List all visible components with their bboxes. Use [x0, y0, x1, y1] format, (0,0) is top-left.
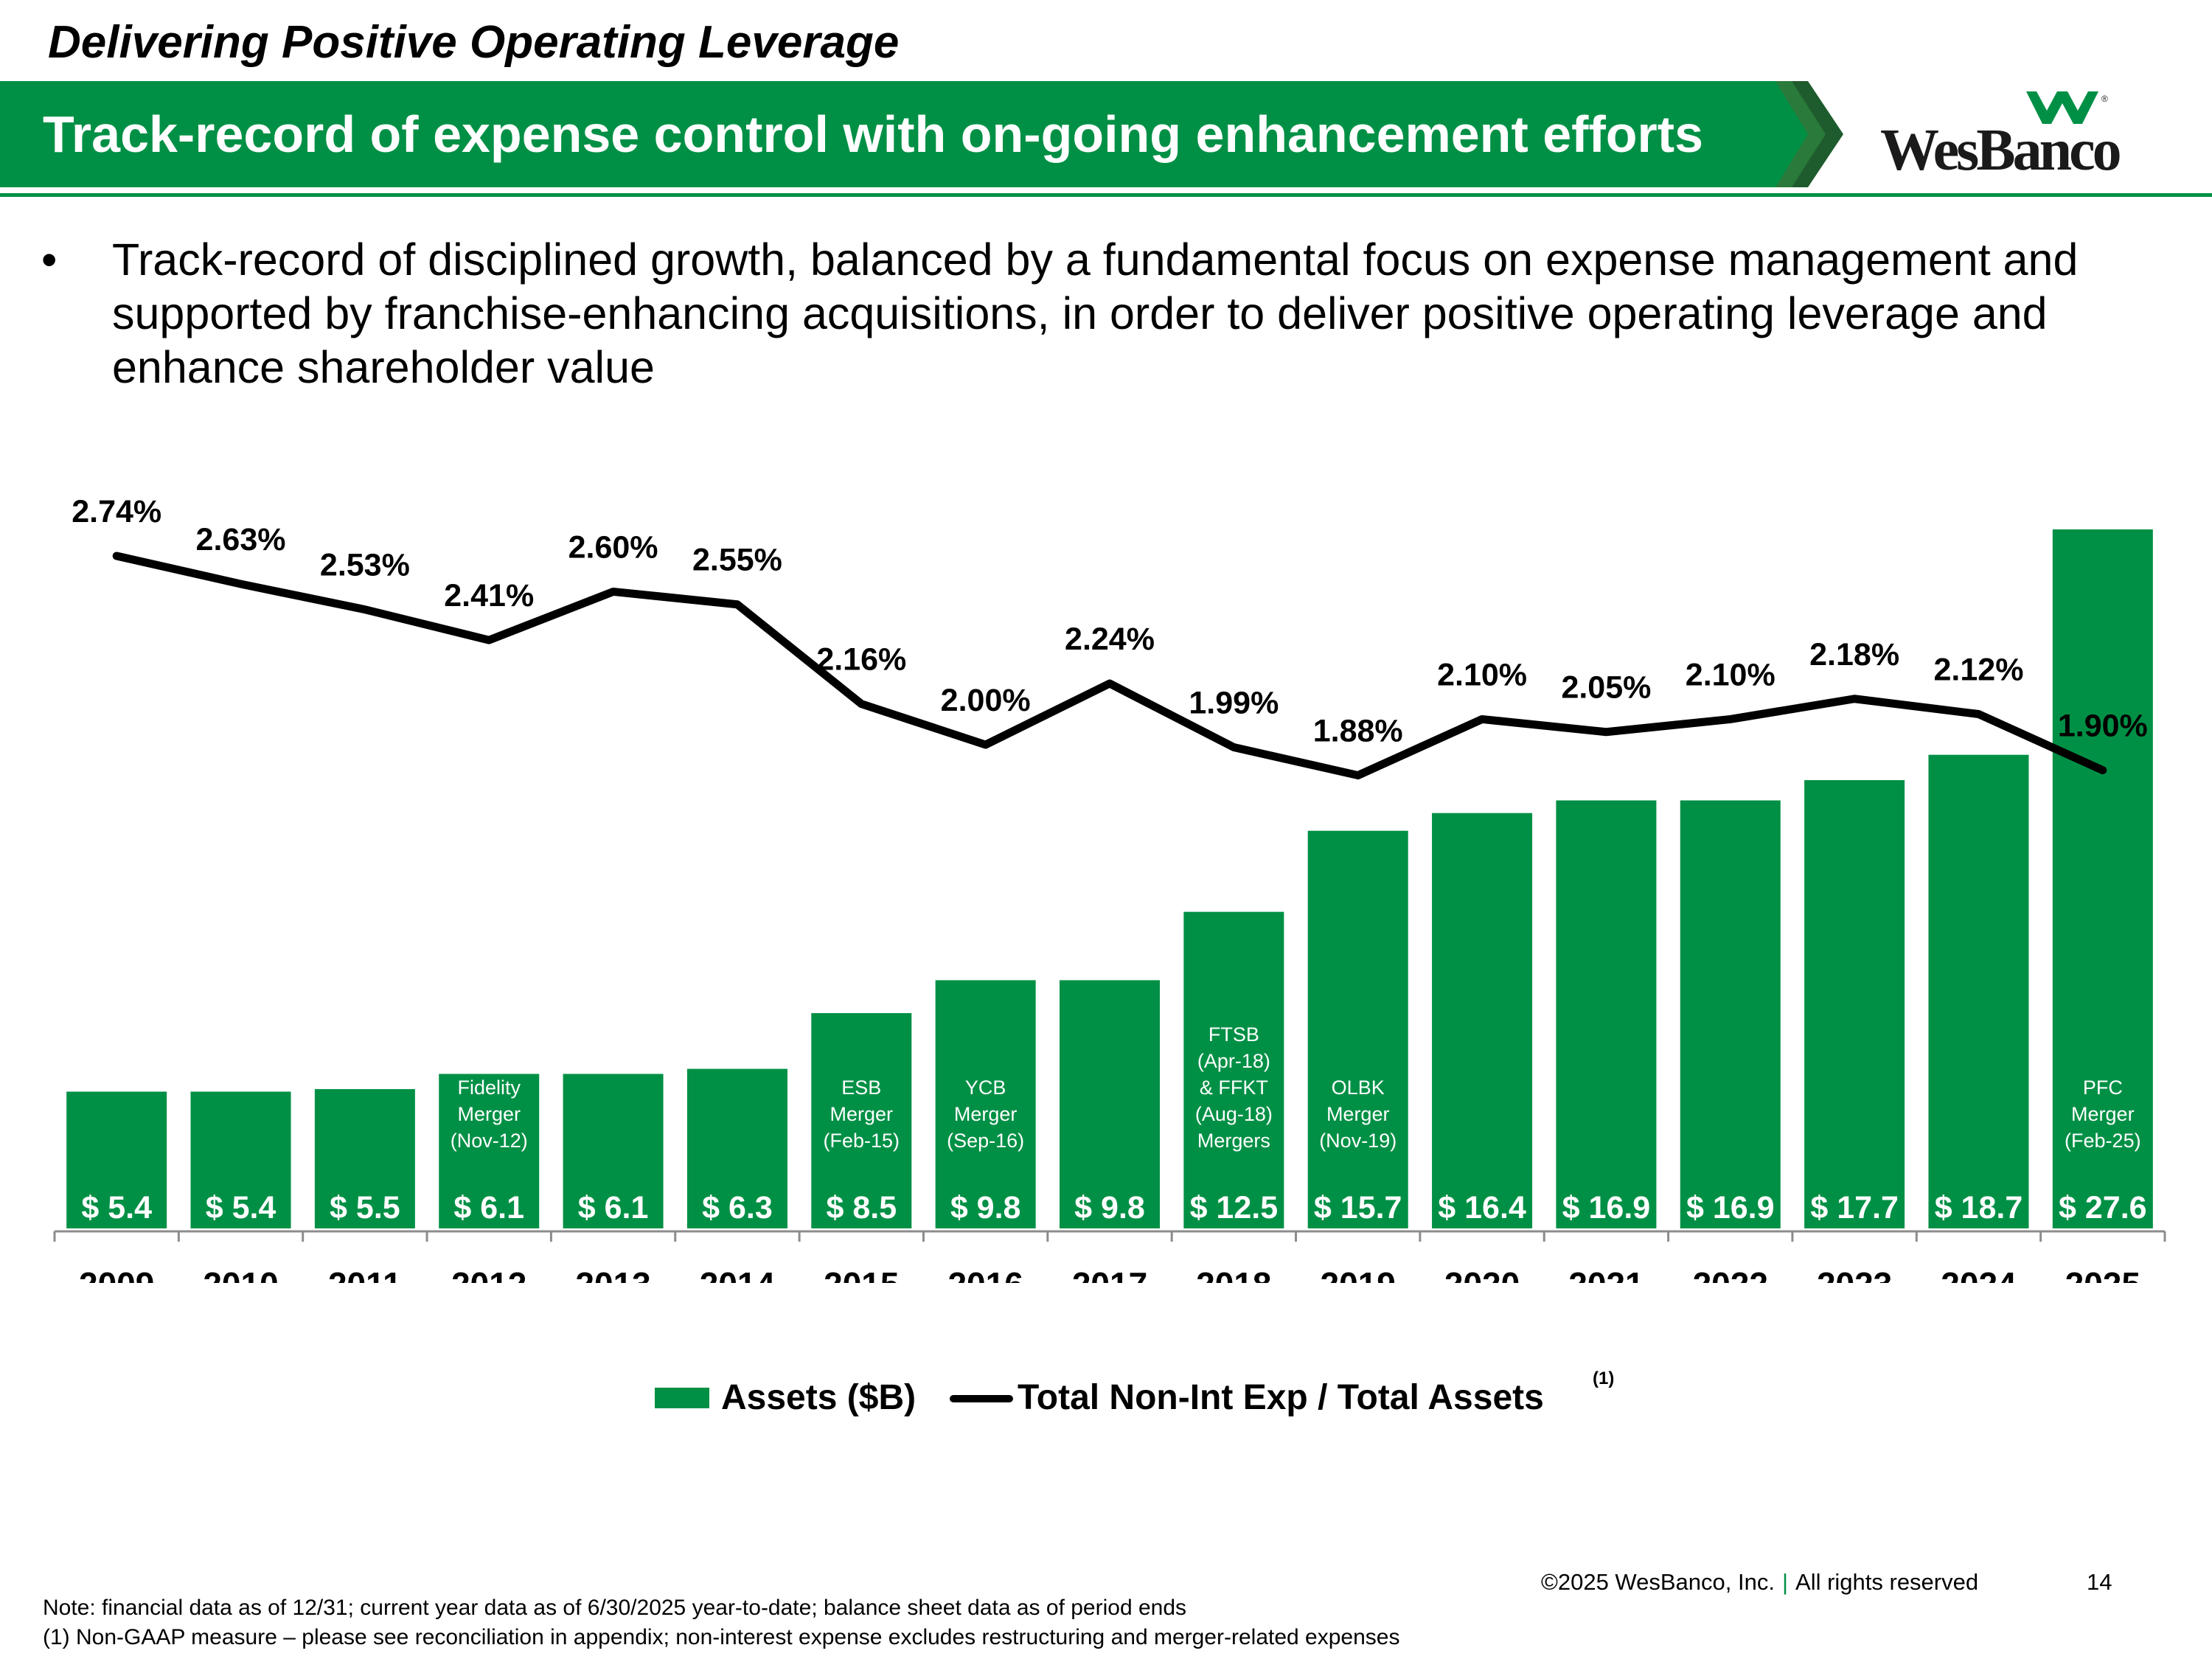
asset-value-label-2017: $ 9.8 — [1074, 1190, 1145, 1225]
x-tick-label-2024: 2024 — [1941, 1265, 2017, 1283]
x-tick-label-2017: 2017 — [1072, 1265, 1147, 1283]
ratio-value-label-2017: 2.24% — [1065, 622, 1155, 657]
header-divider — [0, 193, 2212, 197]
asset-bar-2025 — [2052, 529, 2153, 1228]
bullet-dot: • — [41, 234, 58, 285]
rights-text: All rights reserved — [1795, 1569, 1979, 1595]
x-tick-label-2023: 2023 — [1817, 1265, 1892, 1283]
ratio-value-label-2022: 2.10% — [1686, 657, 1775, 692]
x-tick-label-2019: 2019 — [1321, 1265, 1396, 1283]
merger-annotation-2018: FTSB (Apr-18) & FFKT (Aug-18) Mergers — [1195, 1023, 1273, 1152]
asset-value-label-2025: $ 27.6 — [2059, 1190, 2147, 1225]
asset-bar-2015 — [811, 1013, 912, 1228]
asset-bar-2014 — [686, 1068, 787, 1228]
x-tick-label-2012: 2012 — [451, 1265, 526, 1283]
chart-legend: Assets ($B) Total Non-Int Exp / Total As… — [0, 1368, 2212, 1420]
x-tick-label-2018: 2018 — [1196, 1265, 1271, 1283]
ratio-value-label-2020: 2.10% — [1437, 657, 1527, 692]
merger-annotation-2025: PFC Merger (Feb-25) — [2065, 1077, 2141, 1152]
footnote-non-gaap: (1) Non-GAAP measure – please see reconc… — [43, 1625, 1400, 1649]
ratio-value-label-2018: 1.99% — [1189, 686, 1279, 721]
x-tick-label-2020: 2020 — [1444, 1265, 1520, 1283]
copyright-separator: | — [1781, 1569, 1789, 1595]
asset-bar-2021 — [1556, 800, 1657, 1228]
x-tick-label-2011: 2011 — [328, 1265, 402, 1283]
copyright-text: ©2025 WesBanco, Inc. — [1541, 1569, 1775, 1595]
svg-text:®: ® — [2101, 94, 2108, 104]
asset-value-label-2016: $ 9.8 — [950, 1190, 1021, 1225]
bullet-text: Track-record of disciplined growth, bala… — [112, 234, 2079, 392]
ratio-value-label-2010: 2.63% — [196, 522, 286, 557]
x-tick-label-2022: 2022 — [1693, 1265, 1768, 1283]
x-tick-label-2014: 2014 — [700, 1265, 776, 1283]
legend-assets-label: Assets ($B) — [721, 1378, 917, 1417]
asset-value-label-2009: $ 5.4 — [81, 1190, 152, 1225]
legend-ratio-label: Total Non-Int Exp / Total Assets — [1018, 1378, 1544, 1417]
x-tick-label-2025: 2025 — [2065, 1265, 2140, 1283]
asset-value-label-2024: $ 18.7 — [1935, 1190, 2023, 1225]
legend-ratio-line — [950, 1395, 1013, 1402]
ratio-value-label-2014: 2.55% — [692, 543, 782, 578]
asset-bar-2023 — [1804, 780, 1905, 1228]
x-tick-label-2016: 2016 — [947, 1265, 1023, 1283]
logo-wordmark: WesBanco — [1880, 118, 2120, 178]
title-banner — [0, 81, 1843, 187]
asset-value-label-2015: $ 8.5 — [826, 1190, 897, 1225]
ratio-value-label-2025: 1.90% — [2058, 709, 2148, 744]
merger-annotation-2015: ESB Merger (Feb-15) — [824, 1077, 900, 1152]
ratio-value-label-2012: 2.41% — [444, 578, 534, 613]
merger-annotation-2016: YCB Merger (Sep-16) — [947, 1077, 1024, 1152]
asset-bar-2013 — [563, 1074, 664, 1228]
wesbanco-logo: WesBanco ® — [1880, 91, 2123, 178]
merger-annotation-2012: Fidelity Merger (Nov-12) — [451, 1077, 528, 1152]
asset-bar-2017 — [1060, 980, 1160, 1228]
page-number: 14 — [2087, 1569, 2112, 1595]
ratio-value-label-2021: 2.05% — [1561, 670, 1651, 706]
asset-bar-2020 — [1432, 813, 1533, 1228]
asset-value-label-2021: $ 16.9 — [1562, 1190, 1651, 1225]
ratio-value-label-2011: 2.53% — [320, 548, 410, 583]
x-tick-label-2009: 2009 — [79, 1265, 154, 1283]
asset-bar-2024 — [1928, 754, 2029, 1228]
x-tick-label-2010: 2010 — [203, 1265, 278, 1283]
asset-value-label-2022: $ 16.9 — [1686, 1190, 1775, 1225]
asset-value-label-2018: $ 12.5 — [1190, 1190, 1279, 1225]
slide-title: Track-record of expense control with on-… — [43, 105, 1703, 163]
ratio-series-line — [112, 552, 2107, 780]
asset-bar-2012 — [439, 1074, 540, 1228]
ratio-value-label-2019: 1.88% — [1313, 714, 1403, 749]
ratio-value-label-2013: 2.60% — [568, 529, 658, 565]
asset-value-label-2012: $ 6.1 — [453, 1190, 524, 1225]
x-tick-label-2015: 2015 — [824, 1265, 899, 1283]
footnote-note: Note: financial data as of 12/31; curren… — [43, 1596, 1187, 1620]
asset-bar-2016 — [935, 980, 1036, 1228]
asset-bar-2018 — [1183, 911, 1284, 1228]
assets-expense-chart: $ 5.4 $ 5.4 $ 5.5 $ 6.1 $ 6.1 $ 6.3 $ 8.5 $ 9.8… — [53, 494, 2166, 1283]
asset-value-label-2014: $ 6.3 — [702, 1190, 773, 1225]
asset-bar-2011 — [314, 1089, 415, 1228]
asset-value-label-2019: $ 15.7 — [1314, 1190, 1402, 1225]
asset-bar-2009 — [66, 1091, 167, 1228]
x-tick-label-2013: 2013 — [575, 1265, 650, 1283]
asset-value-label-2010: $ 5.4 — [206, 1190, 276, 1225]
asset-bar-2019 — [1307, 830, 1408, 1228]
merger-annotation-2019: OLBK Merger (Nov-19) — [1319, 1077, 1397, 1152]
ratio-value-label-2015: 2.16% — [816, 642, 906, 678]
legend-assets-swatch — [655, 1388, 709, 1408]
ratio-value-label-2016: 2.00% — [941, 683, 1031, 718]
copyright: ©2025 WesBanco, Inc. | All rights reserved — [1541, 1569, 1978, 1596]
section-kicker: Delivering Positive Operating Leverage — [48, 17, 900, 68]
ratio-value-label-2024: 2.12% — [1934, 653, 2024, 688]
ratio-value-label-2023: 2.18% — [1809, 637, 1899, 672]
asset-value-label-2011: $ 5.5 — [330, 1190, 400, 1225]
x-tick-label-2021: 2021 — [1568, 1265, 1644, 1283]
asset-value-label-2023: $ 17.7 — [1810, 1190, 1899, 1225]
asset-value-label-2013: $ 6.1 — [578, 1190, 649, 1225]
asset-bar-2010 — [190, 1091, 291, 1228]
asset-bar-2022 — [1680, 800, 1781, 1228]
asset-value-label-2020: $ 16.4 — [1438, 1190, 1526, 1225]
legend-footnote-marker: (1) — [1593, 1368, 1615, 1388]
ratio-value-label-2009: 2.74% — [72, 494, 161, 529]
